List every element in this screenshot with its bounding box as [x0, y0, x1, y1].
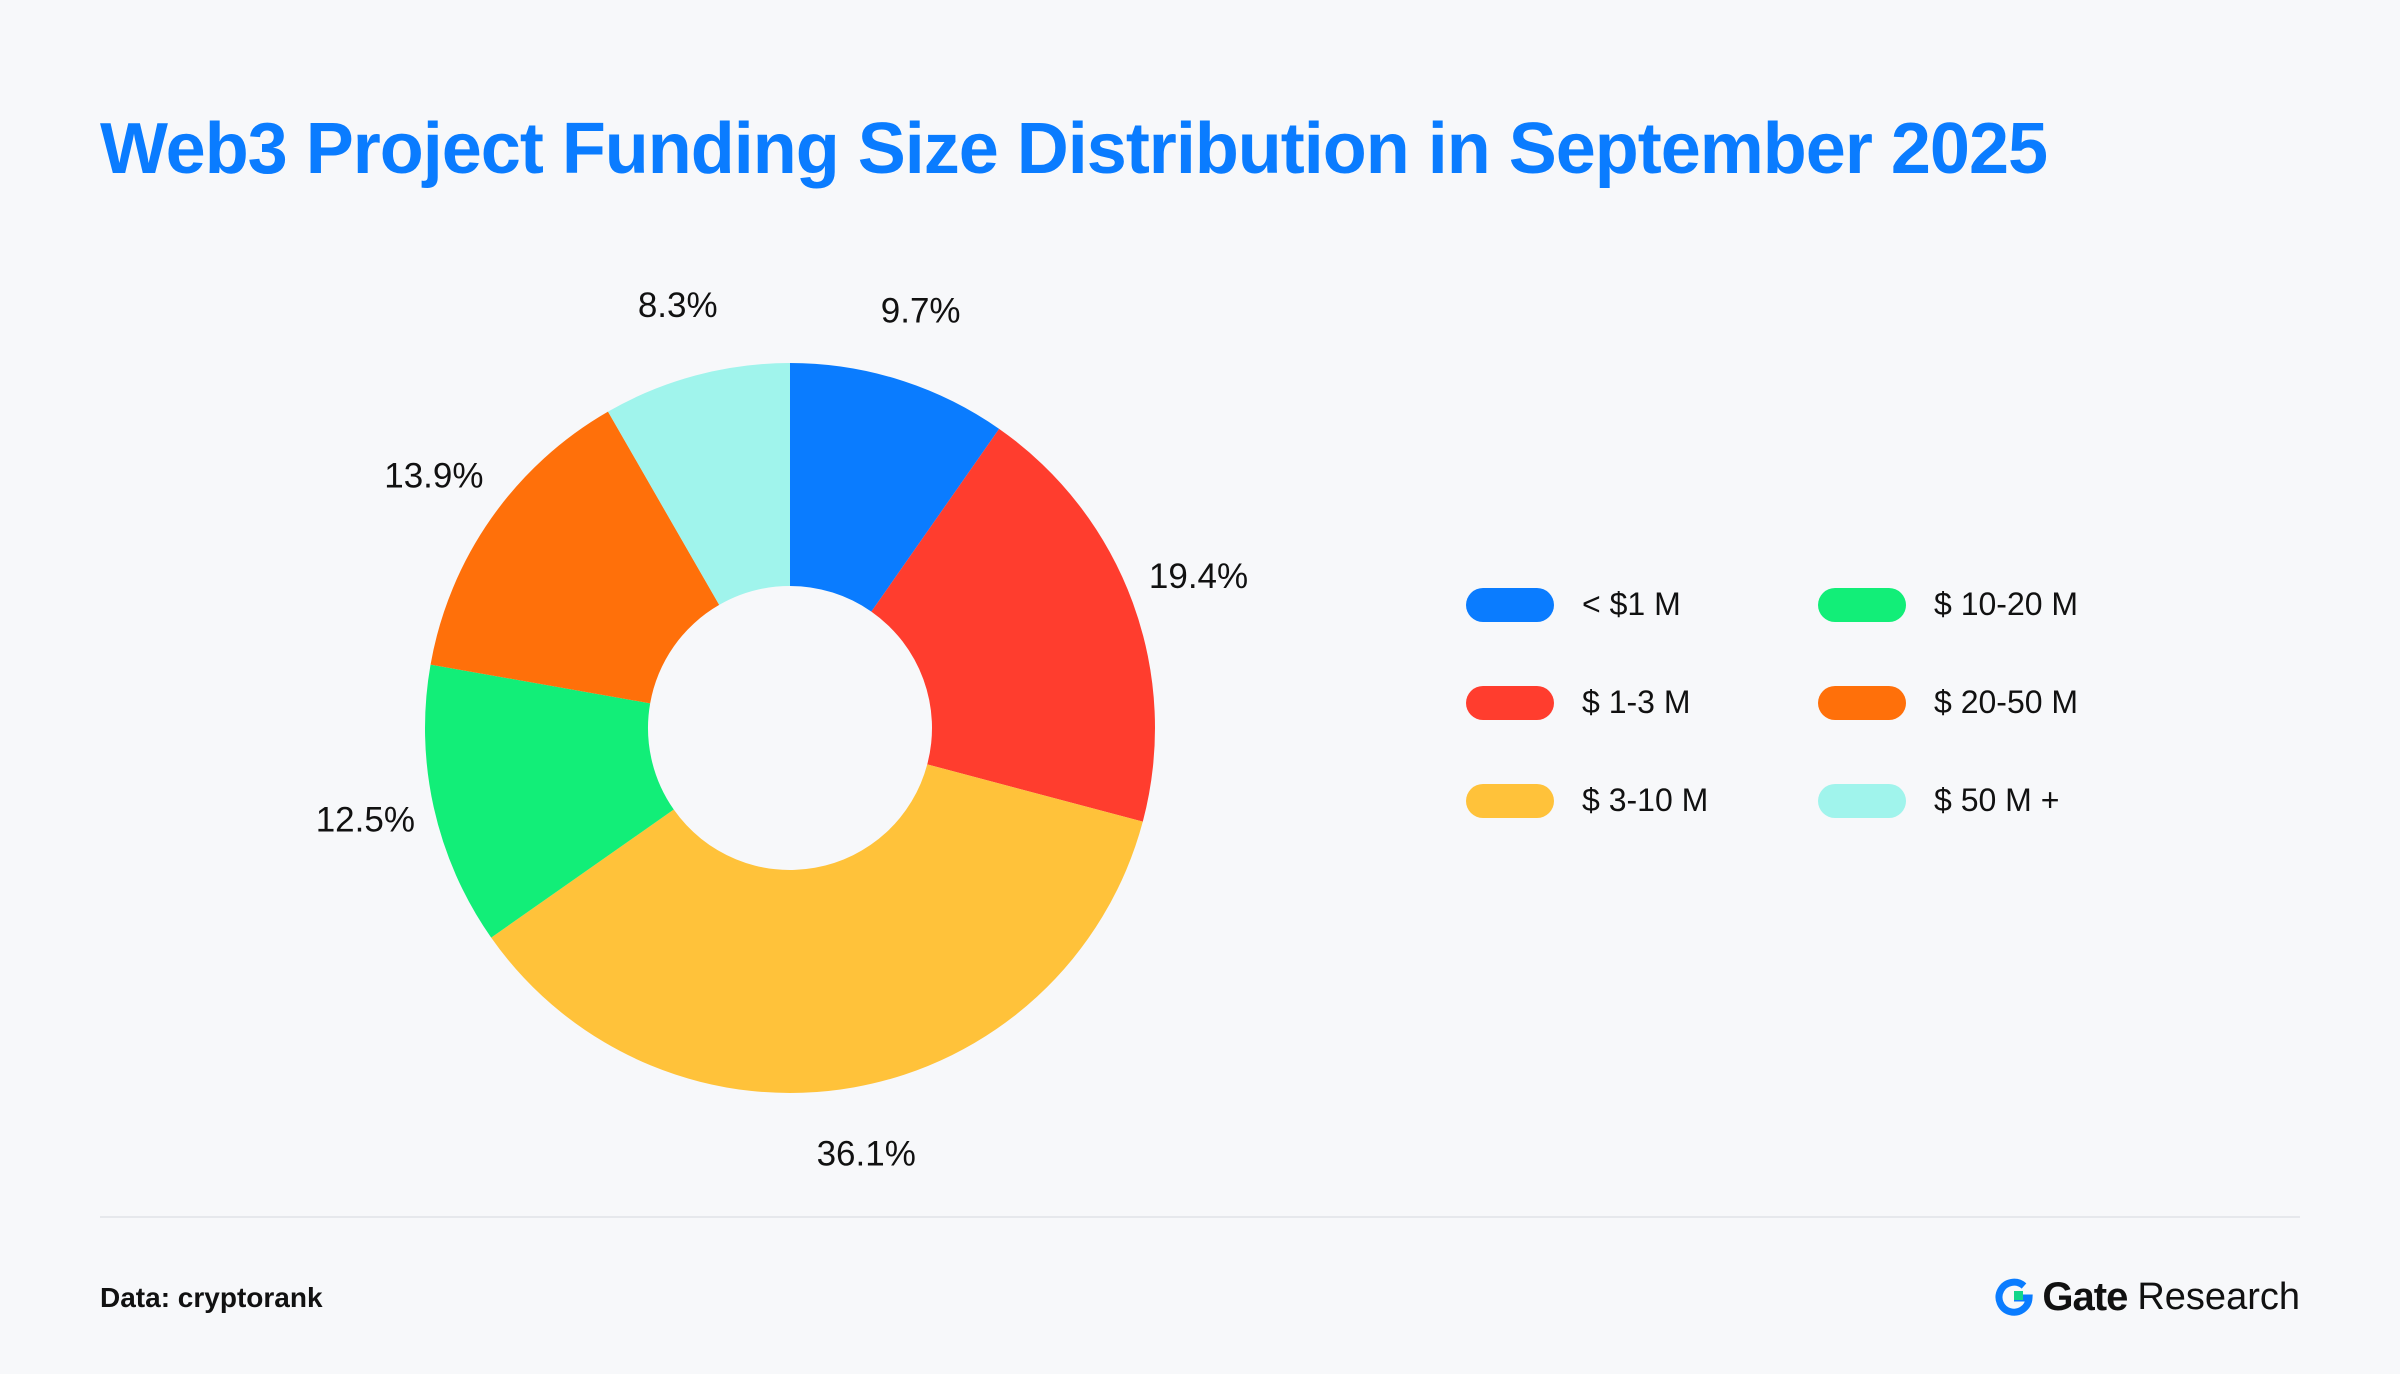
slice-1 — [790, 363, 1000, 612]
gate-logo-icon — [1995, 1278, 2034, 1316]
slice-label-5: 13.9% — [384, 456, 483, 495]
legend-label: $ 50 M + — [1934, 782, 2060, 818]
brand-name: Gate — [2042, 1275, 2128, 1319]
slice-label-4: 12.5% — [316, 801, 415, 840]
legend-item-5: $ 20-50 M — [1818, 684, 2078, 721]
slice-label-2: 19.4% — [1149, 557, 1248, 596]
legend-swatch — [1818, 783, 1906, 818]
data-source: Data: cryptorank — [100, 1282, 323, 1313]
legend-item-2: $ 1-3 M — [1466, 684, 1690, 721]
legend-label: $ 1-3 M — [1582, 684, 1691, 720]
legend-swatch — [1818, 685, 1906, 720]
slice-label-3: 36.1% — [817, 1135, 916, 1174]
legend-item-4: $ 10-20 M — [1818, 586, 2078, 623]
legend-swatch — [1818, 587, 1906, 622]
legend-swatch — [1466, 587, 1554, 622]
legend-item-3: $ 3-10 M — [1466, 782, 1708, 819]
legend-label: $ 20-50 M — [1934, 684, 2079, 720]
legend-item-6: $ 50 M + — [1818, 782, 2059, 819]
slice-label-6: 8.3% — [638, 286, 718, 325]
legend-label: < $1 M — [1582, 586, 1681, 622]
slice-5 — [430, 411, 720, 704]
legend-label: $ 10-20 M — [1934, 586, 2079, 622]
brand-sub: Research — [2137, 1276, 2300, 1318]
slice-2 — [871, 428, 1156, 822]
slice-4 — [424, 664, 674, 938]
brand-logo: Gate Research — [1994, 1275, 2300, 1320]
slice-3 — [491, 764, 1143, 1093]
legend-swatch — [1466, 685, 1554, 720]
slice-label-1: 9.7% — [881, 291, 961, 330]
legend-swatch — [1466, 783, 1554, 818]
legend-item-1: < $1 M — [1466, 586, 1681, 623]
slice-6 — [607, 363, 790, 605]
chart-title: Web3 Project Funding Size Distribution i… — [100, 109, 2048, 189]
footer-divider — [100, 1216, 2300, 1218]
legend-label: $ 3-10 M — [1582, 782, 1709, 818]
